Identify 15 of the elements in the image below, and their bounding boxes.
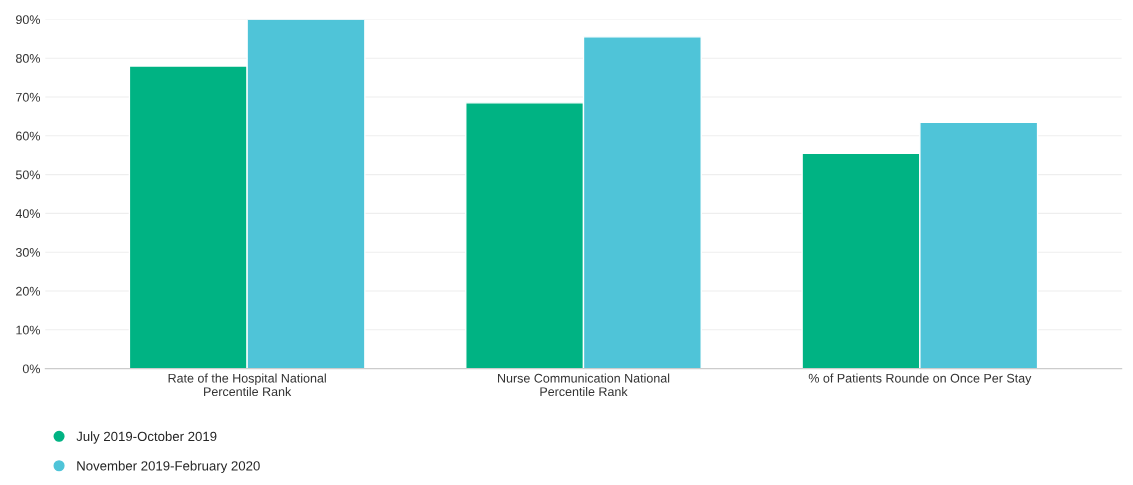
y-tick-label: 0% <box>22 364 41 374</box>
y-tick-label: 80% <box>15 54 41 63</box>
legend-label: July 2019-October 2019 <box>76 431 217 444</box>
y-tick-label: 70% <box>16 92 41 102</box>
x-tick-label: Nurse Communication National Percentile Rank <box>498 373 670 397</box>
y-tick-label: 20% <box>16 286 41 296</box>
y-tick-label: 40% <box>15 209 41 219</box>
y-tick-label: 30% <box>15 248 41 257</box>
y-tick-label: 90% <box>16 15 41 25</box>
y-tick-label: 10% <box>16 325 41 335</box>
x-tick-label: Rate of the Hospital National Percentile Rank <box>168 373 326 397</box>
y-tick-label: 50% <box>15 170 41 180</box>
x-tick-label: % of Patients Rounde on Once Per Stay <box>808 373 1032 386</box>
legend-label: November 2019-February 2020 <box>77 460 260 474</box>
y-tick-label: 60% <box>16 131 41 141</box>
